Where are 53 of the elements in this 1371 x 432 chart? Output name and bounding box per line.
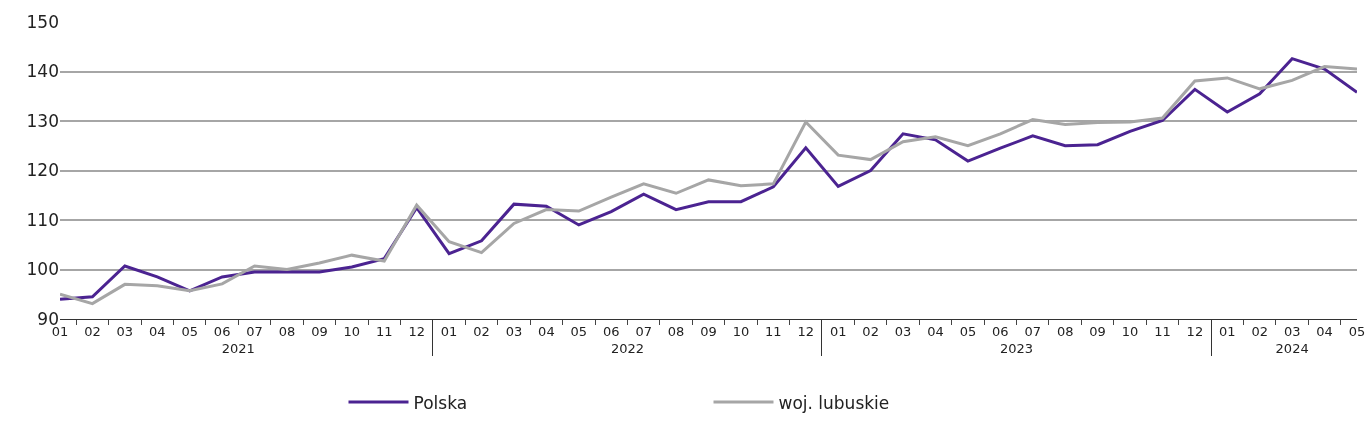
- x-tick-label: 08: [667, 323, 685, 339]
- legend-label: woj. lubuskie: [778, 392, 890, 413]
- text: 2024: [1275, 340, 1309, 356]
- x-tick-label: 02: [473, 323, 490, 339]
- x-tick-label: 05: [1348, 323, 1366, 339]
- x-tick-label: 04: [149, 323, 166, 339]
- x-tick-label: 08: [278, 323, 296, 339]
- x-tick-label: 09: [311, 323, 328, 339]
- legend-label: Polska: [413, 392, 468, 413]
- text: 2022: [610, 340, 644, 356]
- text: 2023: [999, 340, 1034, 356]
- x-tick-label: 06: [992, 323, 1009, 339]
- x-tick-label: 10: [343, 323, 361, 339]
- x-tick-label: 04: [927, 323, 944, 339]
- x-tick-label: 09: [1089, 323, 1106, 339]
- y-tick-label: 100: [26, 259, 59, 280]
- y-tick-label: 140: [26, 61, 59, 82]
- x-tick-label: 01: [51, 323, 69, 339]
- x-tick-label: 08: [1056, 323, 1074, 339]
- x-tick-label: 01: [829, 323, 847, 339]
- x-tick-label: 01: [1219, 323, 1236, 339]
- x-tick-label: 03: [505, 323, 523, 339]
- x-tick-label: 05: [570, 323, 588, 339]
- x-tick-label: 02: [1251, 323, 1268, 339]
- x-tick-label: 07: [246, 323, 263, 339]
- y-tick-label: 120: [26, 160, 59, 181]
- y-tick-label: 130: [26, 110, 59, 131]
- x-tick-label: 06: [602, 323, 620, 339]
- y-tick-label: 110: [26, 209, 59, 230]
- x-tick-label: 01: [440, 323, 458, 339]
- x-tick-label: 12: [1186, 323, 1204, 339]
- x-tick-label: 12: [797, 323, 815, 339]
- text: 2021: [221, 340, 255, 356]
- x-tick-label: 06: [213, 323, 231, 339]
- x-tick-label: 09: [700, 323, 717, 339]
- x-tick-label: 02: [862, 323, 879, 339]
- x-tick-label: 07: [635, 323, 652, 339]
- x-tick-label: 04: [538, 323, 555, 339]
- x-tick-label: 03: [894, 323, 912, 339]
- x-tick-label: 03: [1283, 323, 1301, 339]
- x-tick-label: 05: [181, 323, 198, 339]
- x-tick-label: 04: [1316, 323, 1333, 339]
- x-tick-label: 11: [765, 323, 782, 339]
- x-tick-label: 03: [116, 323, 134, 339]
- x-tick-label: 10: [1121, 323, 1139, 339]
- y-tick-label: 150: [26, 11, 59, 32]
- x-tick-label: 10: [732, 323, 750, 339]
- x-tick-label: 05: [959, 323, 977, 339]
- x-tick-label: 07: [1024, 323, 1042, 339]
- x-tick-label: 02: [84, 323, 101, 339]
- x-tick-label: 11: [1154, 323, 1171, 339]
- x-tick-label: 11: [375, 323, 393, 339]
- x-tick-label: 12: [408, 323, 425, 339]
